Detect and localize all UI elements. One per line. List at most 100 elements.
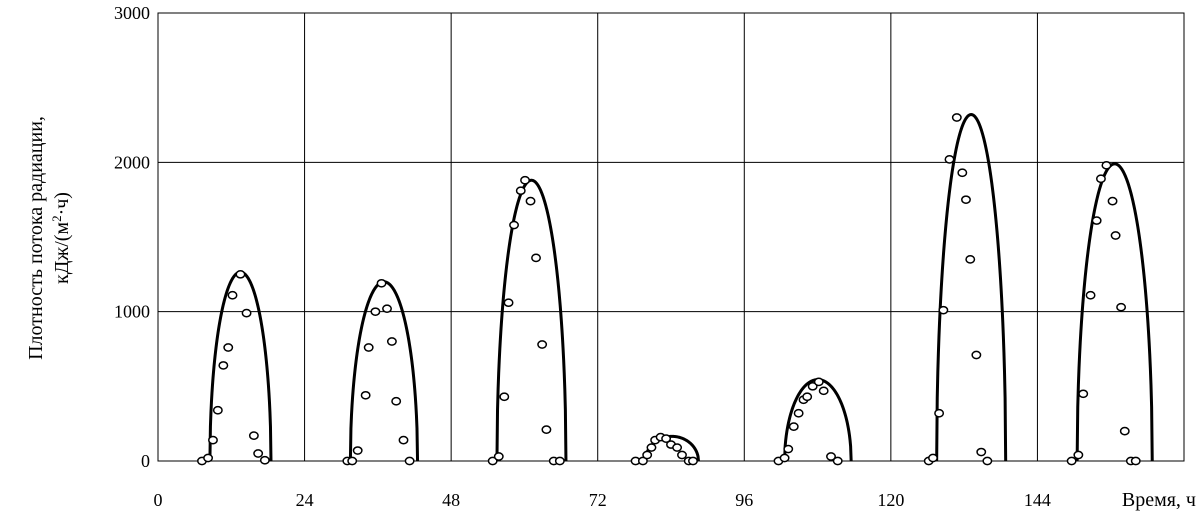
data-point bbox=[928, 453, 938, 463]
data-point bbox=[1116, 302, 1127, 312]
x-tick-label: 144 bbox=[1024, 490, 1051, 510]
y-axis-title-prefix: кДж/(м bbox=[51, 222, 73, 284]
y-tick-label: 3000 bbox=[114, 3, 150, 23]
y-axis-title-line-1: Плотность потока радиации, bbox=[25, 116, 47, 360]
model-curve bbox=[495, 178, 568, 462]
data-point bbox=[1130, 456, 1141, 466]
data-point bbox=[391, 396, 402, 406]
data-point bbox=[944, 154, 955, 164]
x-axis-title: Время, ч bbox=[1122, 489, 1196, 511]
x-tick-label: 0 bbox=[154, 490, 163, 510]
data-point bbox=[661, 434, 672, 443]
data-point bbox=[637, 456, 648, 466]
data-point bbox=[957, 168, 968, 178]
model-curve bbox=[783, 378, 853, 462]
y-axis-title-superscript: 2 bbox=[49, 215, 64, 222]
data-point bbox=[938, 305, 949, 315]
series bbox=[197, 113, 1154, 466]
data-point bbox=[487, 456, 498, 466]
data-point bbox=[531, 253, 541, 263]
data-point bbox=[253, 449, 264, 458]
data-point bbox=[398, 435, 409, 445]
data-point bbox=[832, 456, 843, 466]
data-point bbox=[499, 392, 510, 402]
data-point bbox=[826, 452, 836, 461]
data-point bbox=[1107, 196, 1118, 206]
data-point bbox=[376, 278, 387, 288]
data-point bbox=[347, 456, 358, 466]
tick-labels: 0 24 48 72 96 120 144 0 1000 2000 3000 bbox=[114, 3, 1051, 510]
data-point bbox=[248, 431, 259, 440]
data-point bbox=[783, 444, 794, 454]
plot-frame bbox=[157, 12, 1185, 462]
data-point bbox=[386, 337, 397, 346]
data-point bbox=[961, 195, 971, 205]
data-point bbox=[1101, 160, 1112, 170]
data-point bbox=[1085, 290, 1096, 300]
data-point bbox=[1095, 174, 1106, 184]
data-point bbox=[208, 435, 218, 445]
data-point bbox=[688, 456, 698, 466]
data-point bbox=[493, 452, 504, 461]
data-point bbox=[515, 186, 526, 196]
data-point bbox=[1110, 231, 1121, 240]
grid bbox=[158, 13, 1184, 461]
data-point bbox=[404, 456, 415, 466]
data-point bbox=[1073, 450, 1084, 460]
data-point bbox=[352, 446, 363, 455]
model-curve bbox=[1075, 162, 1154, 462]
data-point bbox=[382, 304, 392, 314]
data-point bbox=[554, 456, 565, 466]
data-point bbox=[235, 269, 246, 279]
data-point bbox=[227, 290, 238, 300]
data-point bbox=[1066, 456, 1077, 466]
x-tick-label: 72 bbox=[589, 490, 607, 510]
data-point bbox=[1091, 216, 1102, 225]
data-point bbox=[541, 425, 552, 434]
y-tick-label: 0 bbox=[141, 451, 150, 471]
model-curve bbox=[935, 113, 1008, 462]
data-point bbox=[951, 113, 962, 122]
y-axis-title-line-2: кДж/(м2·ч) bbox=[49, 192, 74, 284]
data-point bbox=[370, 307, 381, 317]
data-point bbox=[212, 405, 223, 415]
data-point bbox=[259, 455, 270, 465]
data-point bbox=[813, 377, 824, 387]
y-tick-label: 1000 bbox=[114, 302, 150, 322]
data-point bbox=[642, 450, 653, 460]
y-tick-label: 2000 bbox=[114, 152, 150, 172]
data-point bbox=[203, 453, 214, 463]
data-point bbox=[360, 390, 371, 400]
x-tick-label: 48 bbox=[442, 490, 460, 510]
data-point bbox=[646, 443, 657, 452]
data-point bbox=[1078, 389, 1089, 399]
data-point bbox=[934, 408, 945, 418]
data-point bbox=[672, 443, 683, 452]
x-tick-label: 120 bbox=[877, 490, 904, 510]
data-point bbox=[218, 361, 229, 370]
data-point bbox=[1119, 426, 1130, 436]
data-point bbox=[971, 350, 982, 360]
data-point bbox=[802, 392, 813, 402]
data-point bbox=[223, 343, 234, 352]
x-tick-label: 96 bbox=[735, 490, 753, 510]
data-point bbox=[537, 340, 548, 349]
data-point bbox=[779, 453, 790, 463]
data-point bbox=[982, 456, 993, 466]
data-point bbox=[807, 381, 818, 391]
data-point bbox=[520, 175, 530, 185]
data-point bbox=[525, 196, 536, 206]
data-point bbox=[677, 450, 687, 460]
data-point bbox=[818, 386, 829, 396]
data-point bbox=[241, 308, 252, 318]
data-point bbox=[793, 408, 804, 418]
data-point bbox=[788, 422, 799, 432]
data-point bbox=[503, 298, 514, 308]
data-point bbox=[965, 255, 976, 264]
data-point bbox=[363, 343, 374, 352]
data-point bbox=[509, 220, 519, 230]
x-tick-label: 24 bbox=[296, 490, 314, 510]
y-axis-title-suffix: ·ч) bbox=[51, 192, 73, 215]
data-point bbox=[976, 447, 987, 457]
